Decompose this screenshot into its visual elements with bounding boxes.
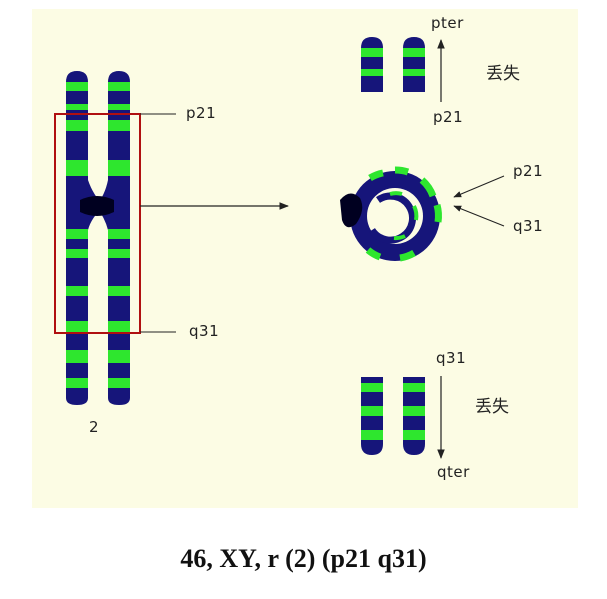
label-p21-left: p21 [186,104,217,122]
centromere [80,196,114,216]
label-qter: qter [437,463,470,481]
chromosome-2 [66,71,130,405]
karyotype-caption: 46, XY, r (2) (p21 q31) [180,544,427,573]
lost-fragment-top [361,37,425,92]
bands-left [66,82,88,388]
label-q31-left: q31 [189,322,220,340]
label-p21-ring: p21 [513,162,544,180]
lost-fragment-bottom [361,377,425,455]
region-box [54,113,141,334]
bands-right [108,82,130,388]
label-q31-ring: q31 [513,217,544,235]
label-lost-top: 丢失 [486,64,520,84]
label-lost-bottom: 丢失 [475,397,509,417]
q31-ring-pointer [453,205,505,227]
label-q31-bottom: q31 [436,349,467,367]
label-chromosome-number: 2 [89,418,100,436]
label-pter: pter [431,14,464,32]
label-p21-top: p21 [433,108,464,126]
ring-chromosome [340,166,442,262]
p21-ring-pointer [453,175,505,198]
